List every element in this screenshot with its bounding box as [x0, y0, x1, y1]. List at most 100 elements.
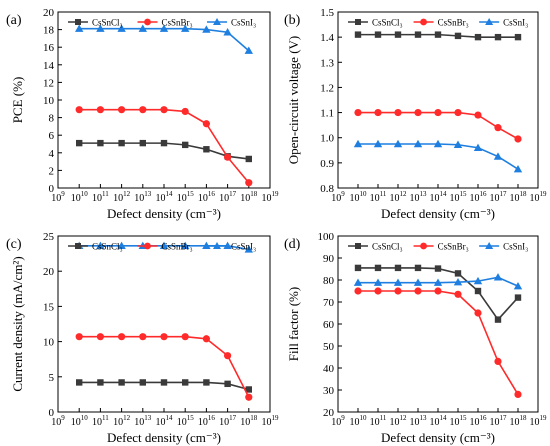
data-point-square	[182, 379, 189, 386]
legend-swatch-triangle	[485, 18, 494, 25]
legend-swatch-square	[75, 19, 81, 25]
y-tick-label: 0	[49, 183, 55, 195]
x-tick-base: 10	[113, 417, 123, 428]
x-tick-base: 10	[71, 193, 81, 204]
x-tick-base: 10	[530, 193, 540, 204]
data-point-circle	[414, 108, 422, 117]
x-tick-exponent: 18	[250, 190, 257, 198]
x-tick-label: 1014	[156, 190, 174, 204]
data-point-square	[494, 33, 502, 41]
data-point-circle	[434, 287, 442, 295]
x-tick-exponent: 19	[540, 190, 548, 198]
data-point-circle	[494, 124, 502, 132]
x-tick-exponent: 16	[208, 414, 216, 422]
legend: CsSnCl₃ CsSnBr₃ CsSnI₃	[348, 242, 528, 252]
data-point-triangle	[453, 278, 463, 286]
x-tick-base: 10	[92, 193, 102, 204]
data-point-square	[245, 155, 252, 163]
data-point-triangle	[159, 241, 169, 250]
data-point-square	[245, 386, 252, 393]
data-point-circle	[181, 333, 189, 341]
data-point-square	[139, 379, 146, 386]
x-tick-base: 10	[350, 417, 360, 428]
x-tick-label: 1019	[530, 414, 548, 428]
y-tick-label: 80	[323, 275, 335, 287]
data-point-circle	[202, 120, 210, 128]
x-tick-label: 1015	[450, 414, 468, 428]
data-point-triangle	[96, 24, 105, 32]
data-point-square	[494, 316, 502, 323]
data-point-square	[97, 379, 104, 386]
x-tick-base: 10	[92, 417, 102, 428]
data-point-triangle	[393, 278, 403, 286]
data-point-triangle	[244, 245, 253, 253]
legend-swatch-circle	[420, 18, 427, 26]
legend: CsSnCl₃ CsSnBr₃ CsSnI₃	[68, 242, 256, 252]
x-tick-base: 10	[470, 193, 480, 204]
y-tick-label: 40	[323, 363, 335, 375]
x-tick-label: 1018	[510, 190, 528, 204]
y-tick-label: 70	[323, 297, 335, 309]
legend-swatch-square	[355, 243, 361, 249]
data-point-circle	[514, 390, 522, 398]
x-tick-base: 10	[370, 417, 380, 428]
x-tick-base: 10	[470, 417, 480, 428]
data-point-triangle	[473, 143, 483, 151]
data-point-square	[434, 265, 442, 272]
series-line	[358, 290, 519, 395]
data-point-square	[118, 139, 125, 147]
x-tick-base: 10	[219, 193, 229, 204]
x-tick-exponent: 19	[540, 414, 548, 422]
x-tick-exponent: 15	[187, 190, 195, 198]
x-tick-exponent: 11	[380, 190, 387, 198]
x-tick-label: 1010	[71, 190, 89, 204]
series-0	[354, 31, 522, 41]
legend-swatch-circle	[420, 242, 427, 250]
data-point-circle	[514, 135, 522, 143]
data-point-triangle	[117, 24, 126, 32]
x-tick-label: 1017	[490, 190, 508, 204]
data-point-square	[474, 33, 482, 41]
legend-label: CsSnBr₃	[162, 18, 193, 28]
x-tick-exponent: 18	[250, 414, 257, 422]
x-tick-base: 10	[510, 193, 520, 204]
data-point-square	[160, 379, 168, 386]
y-axis-label: Open-circuit voltage (V)	[286, 36, 301, 165]
data-point-square	[203, 146, 210, 153]
x-tick-base: 10	[370, 193, 380, 204]
x-tick-base: 10	[156, 417, 166, 428]
series-0	[354, 264, 522, 323]
data-point-circle	[245, 393, 253, 401]
x-tick-label: 1014	[156, 414, 174, 428]
x-tick-base: 10	[530, 417, 540, 428]
x-tick-exponent: 12	[123, 190, 131, 198]
data-point-circle	[224, 153, 232, 161]
data-point-triangle	[223, 241, 232, 250]
data-point-circle	[118, 333, 126, 341]
data-point-triangle	[513, 281, 523, 290]
data-point-circle	[474, 111, 482, 119]
data-point-square	[374, 264, 382, 272]
y-tick-label: 16	[43, 42, 55, 54]
data-point-square	[182, 141, 189, 149]
legend-label: CsSnCl₃	[92, 18, 123, 28]
x-tick-label: 1018	[240, 414, 257, 428]
y-tick-label: 100	[318, 231, 335, 243]
y-tick-label: 20	[43, 266, 55, 278]
series-line	[358, 143, 519, 170]
data-point-square	[414, 31, 422, 38]
x-tick-exponent: 17	[500, 190, 508, 198]
x-tick-exponent: 13	[420, 190, 428, 198]
x-tick-label: 1013	[134, 414, 152, 428]
data-point-triangle	[373, 278, 383, 286]
data-point-circle	[96, 106, 104, 114]
x-tick-label: 1013	[134, 190, 152, 204]
data-point-circle	[454, 290, 462, 298]
x-tick-base: 10	[510, 417, 520, 428]
x-tick-exponent: 17	[229, 190, 237, 198]
series-1	[75, 106, 253, 187]
x-tick-base: 10	[410, 417, 420, 428]
data-point-square	[474, 287, 482, 295]
data-point-circle	[181, 107, 189, 116]
